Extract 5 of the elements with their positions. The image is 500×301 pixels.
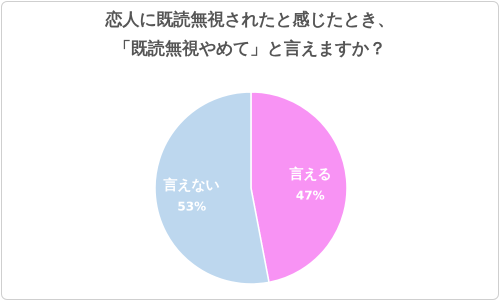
data-label: 53% [177, 200, 206, 214]
slice-label: 言える [288, 165, 332, 182]
slice-label: 言えない [162, 176, 220, 194]
data-label: 47% [296, 188, 325, 202]
chart-title: 恋人に既読無視されたと感じたとき、「既読無視やめて」と言えますか？ [104, 9, 396, 61]
